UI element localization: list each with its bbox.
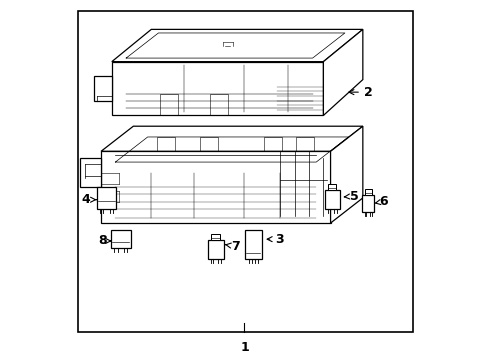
Polygon shape: [101, 126, 362, 151]
Polygon shape: [111, 230, 130, 248]
Text: 1: 1: [240, 341, 248, 354]
Text: 8: 8: [99, 234, 110, 247]
Text: 2: 2: [348, 86, 372, 99]
Polygon shape: [80, 158, 101, 187]
Polygon shape: [330, 126, 362, 223]
Text: 6: 6: [375, 195, 387, 208]
Polygon shape: [112, 30, 362, 62]
Text: 3: 3: [266, 233, 284, 246]
Polygon shape: [211, 234, 220, 240]
Polygon shape: [207, 240, 224, 259]
Polygon shape: [328, 184, 336, 190]
Polygon shape: [325, 190, 339, 209]
Polygon shape: [112, 62, 323, 116]
Polygon shape: [96, 187, 116, 209]
Text: 7: 7: [225, 240, 240, 253]
Polygon shape: [361, 195, 374, 212]
Polygon shape: [94, 76, 112, 101]
Text: 5: 5: [344, 190, 358, 203]
Polygon shape: [364, 189, 371, 195]
Bar: [78, 12, 412, 332]
Text: 4: 4: [81, 193, 96, 206]
Polygon shape: [101, 151, 330, 223]
Polygon shape: [323, 30, 362, 116]
Polygon shape: [245, 230, 261, 259]
